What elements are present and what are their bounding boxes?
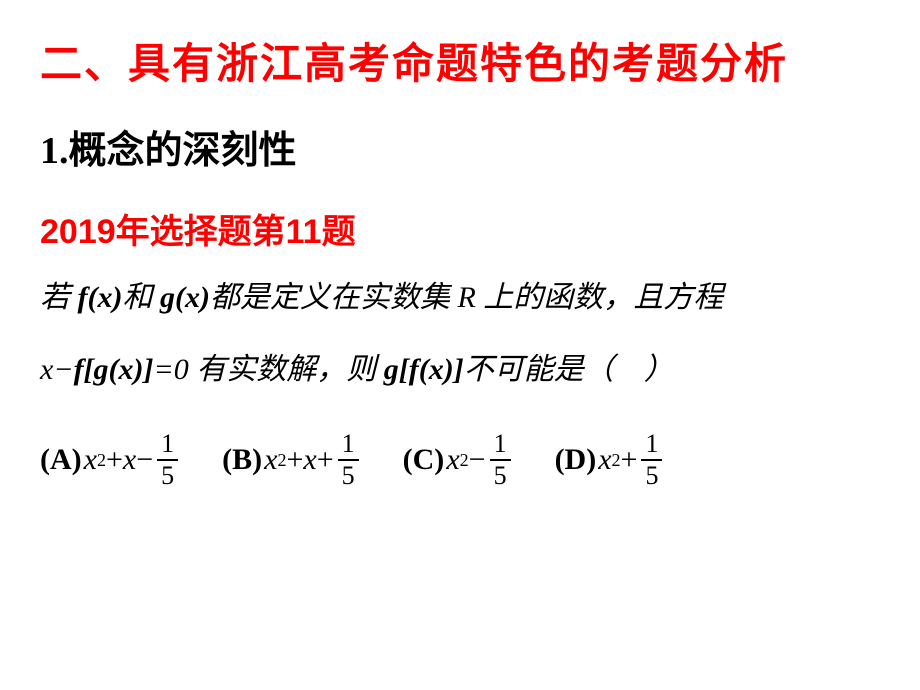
options-row: (A) x2+x− 1 5 (B) x2+x+ 1 5 (C) x2− 1 5 …	[40, 431, 880, 489]
option-a: (A) x2+x− 1 5	[40, 431, 182, 489]
year-label: 2019年选择题第11题	[40, 204, 880, 253]
text: 和	[122, 281, 160, 314]
term: x	[598, 443, 611, 477]
text: 都是定义在实数集 R 上的函数，且方程	[210, 281, 723, 314]
op: +	[286, 443, 303, 477]
numerator: 1	[641, 431, 662, 459]
option-d-label: (D)	[555, 443, 597, 477]
option-b: (B) x2+x+ 1 5	[222, 431, 363, 489]
term: x	[446, 443, 459, 477]
text: 不可能是（ ）	[464, 353, 674, 386]
op: +	[106, 443, 123, 477]
numerator: 1	[338, 431, 359, 459]
term: x	[303, 443, 316, 477]
term: x	[123, 443, 136, 477]
numerator: 1	[490, 431, 511, 459]
function-gx: g(x)	[160, 281, 210, 314]
question-line-2: x−f[g(x)]=0 有实数解，则 g[f(x)]不可能是（ ）	[40, 349, 880, 391]
option-a-label: (A)	[40, 443, 82, 477]
section-title: 二、具有浙江高考命题特色的考题分析	[40, 30, 880, 91]
fraction: 1 5	[338, 431, 359, 489]
op: +	[621, 443, 638, 477]
denominator: 5	[490, 459, 511, 489]
fraction: 1 5	[641, 431, 662, 489]
function-fx: f(x)	[78, 281, 123, 314]
op: +	[317, 443, 334, 477]
term: x	[264, 443, 277, 477]
text: 若	[40, 281, 78, 314]
text: x−	[40, 353, 74, 386]
slide-container: 二、具有浙江高考命题特色的考题分析 1.概念的深刻性 2019年选择题第11题 …	[0, 0, 920, 519]
function-gfx: g[f(x)]	[384, 353, 464, 386]
function-fgx: f[g(x)]	[74, 353, 154, 386]
option-c-label: (C)	[403, 443, 445, 477]
fraction: 1 5	[490, 431, 511, 489]
question-line-1: 若 f(x)和 g(x)都是定义在实数集 R 上的函数，且方程	[40, 277, 880, 319]
op: −	[469, 443, 486, 477]
option-d: (D) x2+ 1 5	[555, 431, 667, 489]
option-c: (C) x2− 1 5	[403, 431, 515, 489]
text: =0 有实数解，则	[154, 353, 384, 386]
option-b-label: (B)	[222, 443, 262, 477]
fraction: 1 5	[157, 431, 178, 489]
subsection-title: 1.概念的深刻性	[40, 119, 880, 174]
op: −	[136, 443, 153, 477]
denominator: 5	[641, 459, 662, 489]
numerator: 1	[157, 431, 178, 459]
term: x	[84, 443, 97, 477]
denominator: 5	[338, 459, 359, 489]
denominator: 5	[157, 459, 178, 489]
